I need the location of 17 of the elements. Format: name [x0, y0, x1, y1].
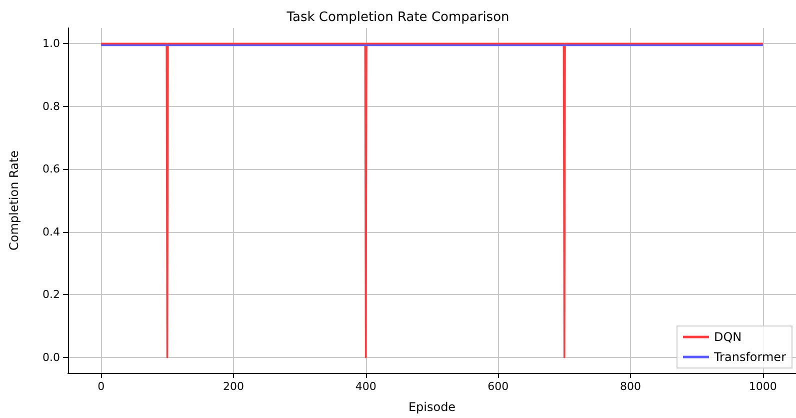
legend-label: DQN [714, 330, 742, 344]
y-tick-label: 0.6 [42, 162, 60, 176]
legend-label: Transformer [712, 350, 786, 364]
y-tick-label: 1.0 [42, 37, 60, 50]
y-axis-title: Completion Rate [7, 150, 21, 251]
x-tick-label: 200 [222, 380, 244, 393]
x-tick-label: 400 [355, 380, 376, 393]
y-tick-label: 0.0 [42, 350, 60, 364]
y-tick-label: 0.2 [42, 288, 60, 302]
y-tick-label: 0.4 [42, 225, 60, 238]
x-axis-title: Episode [408, 400, 456, 414]
y-tick-label: 0.8 [42, 100, 60, 113]
chart-title: Task Completion Rate Comparison [286, 10, 510, 25]
x-tick-label: 600 [488, 380, 509, 393]
x-tick-label: 0 [98, 380, 105, 393]
x-tick-label: 1000 [748, 380, 777, 393]
x-tick-label: 800 [620, 380, 642, 393]
